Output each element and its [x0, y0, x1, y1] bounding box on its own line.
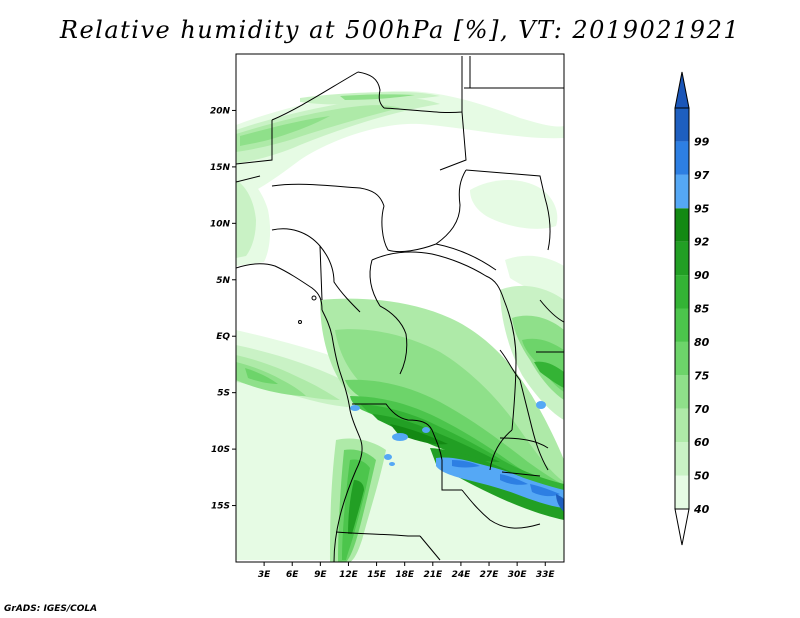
colorbar-swatch [675, 208, 689, 242]
humidity-field [236, 56, 564, 562]
colorbar-swatch [675, 174, 689, 209]
latitude-axis: 20N 15N 10N 5N EQ 5S 10S 15S [210, 106, 236, 512]
colorbar-top-arrow [674, 71, 690, 109]
colorbar-label: 99 [694, 135, 710, 148]
colorbar-label: 50 [694, 470, 710, 483]
colorbar-swatch [675, 442, 689, 476]
lat-tick-label: 5N [216, 276, 230, 286]
lon-tick-label: 30E [508, 570, 528, 580]
lon-tick-label: 15E [367, 570, 387, 580]
colorbar-outline [674, 107, 690, 510]
colorbar-label: 90 [694, 269, 710, 282]
lat-tick-label: 10N [210, 219, 231, 229]
lon-tick-label: 18E [395, 570, 415, 580]
colorbar-label: 40 [693, 503, 710, 516]
lat-tick-label: 5S [217, 389, 230, 399]
lon-tick-label: 9E [314, 570, 327, 580]
colorbar-swatch [675, 241, 689, 276]
grads-credit: GrADS: IGES/COLA [4, 604, 98, 614]
colorbar-label: 92 [694, 236, 710, 249]
lon-tick-label: 6E [286, 570, 299, 580]
lon-tick-label: 27E [480, 570, 500, 580]
colorbar-swatch [675, 475, 689, 509]
colorbar-swatch [675, 141, 689, 175]
colorbar-label: 70 [694, 403, 710, 416]
lon-tick-label: 3E [258, 570, 271, 580]
colorbar-swatch [675, 341, 689, 376]
colorbar-label: 95 [694, 202, 710, 215]
colorbar-label: 75 [694, 369, 710, 382]
longitude-axis: 3E 6E 9E 12E 15E 18E 21E 24E 27E 30E 33E [258, 562, 556, 580]
lon-tick-label: 21E [423, 570, 443, 580]
map-title: Relative humidity at 500hPa [%], VT: 201… [59, 16, 741, 44]
colorbar-swatch [675, 275, 689, 309]
lat-tick-label: EQ [216, 332, 230, 342]
colorbar-label: 97 [694, 169, 710, 182]
lat-tick-label: 10S [211, 445, 230, 455]
colorbar-bottom-arrow [674, 508, 690, 546]
colorbar-swatch [675, 408, 689, 443]
colorbar: 40 50 60 70 75 80 85 90 92 95 97 99 [674, 71, 710, 546]
lon-tick-label: 33E [536, 570, 556, 580]
colorbar-swatch [675, 308, 689, 342]
humidity-cell-95 [436, 457, 564, 508]
colorbar-label: 85 [694, 303, 710, 316]
colorbar-label: 60 [694, 436, 710, 449]
colorbar-label: 80 [694, 336, 710, 349]
colorbar-swatch [675, 108, 689, 142]
map-frame [235, 53, 565, 563]
lat-tick-label: 20N [210, 106, 231, 116]
coastlines [236, 56, 564, 562]
lon-tick-label: 24E [452, 570, 472, 580]
lat-tick-label: 15N [210, 163, 231, 173]
colorbar-swatch [675, 375, 689, 409]
lat-tick-label: 15S [211, 502, 230, 512]
lon-tick-label: 12E [339, 570, 359, 580]
